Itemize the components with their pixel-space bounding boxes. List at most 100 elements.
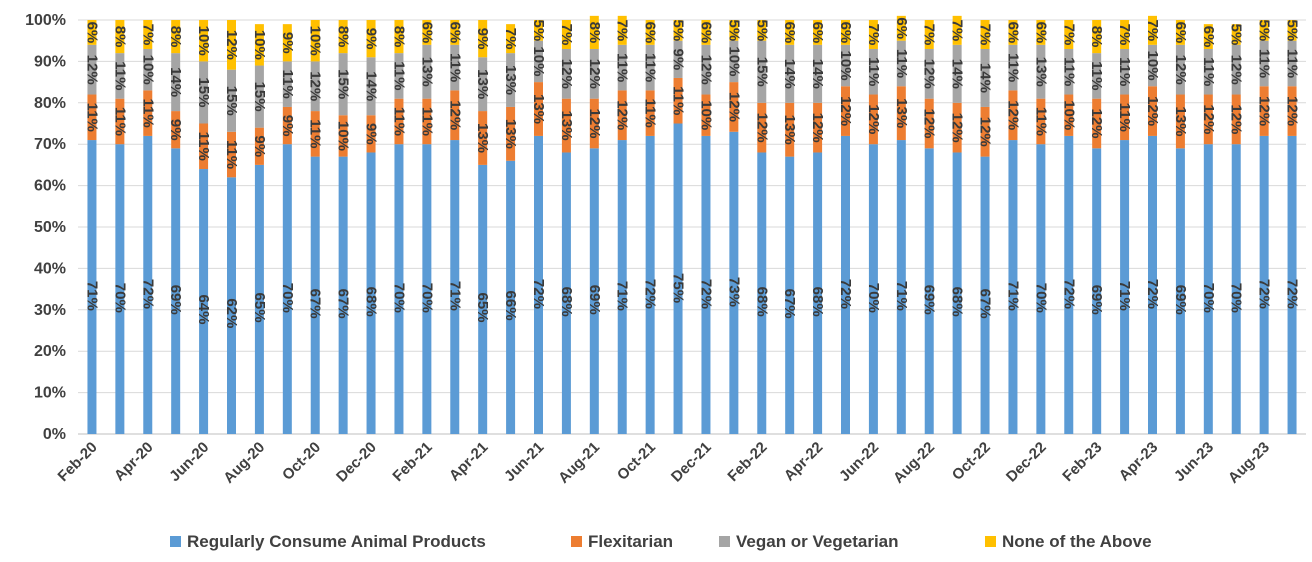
x-tick-label: Jun-23 [1171, 439, 1217, 485]
bar-segment [757, 102, 767, 153]
bar-segment [1259, 40, 1269, 87]
data-label: 12% [223, 30, 240, 60]
data-label: 11% [1116, 57, 1133, 86]
bar-segment [1092, 98, 1102, 149]
legend-label: Flexitarian [588, 532, 673, 551]
bar-segment [422, 98, 432, 145]
bar-segment [673, 40, 683, 78]
data-label: 11% [390, 61, 407, 90]
data-label: 10% [307, 26, 324, 56]
data-label: 11% [893, 49, 910, 78]
bar-segment [757, 152, 767, 435]
bar-segment [1259, 20, 1269, 41]
data-label: 71% [83, 281, 100, 311]
data-label: 14% [809, 59, 826, 89]
data-label: 10% [335, 121, 352, 151]
bar-segment [394, 53, 404, 99]
data-label: 67% [977, 289, 994, 319]
bar-segment [171, 20, 181, 54]
data-label: 10% [530, 46, 547, 76]
bar-segment [1148, 135, 1157, 435]
bar-segment [589, 98, 599, 149]
bar-segment [199, 169, 209, 435]
bar-segment [450, 90, 460, 141]
bar-segment [143, 20, 153, 49]
bar-segment [645, 20, 655, 45]
bar-segment [1175, 20, 1185, 45]
bar-segment [673, 20, 683, 41]
x-tick-label: Aug-21 [555, 439, 603, 487]
data-label: 71% [1004, 281, 1021, 311]
data-label: 5% [1228, 24, 1245, 46]
data-label: 12% [83, 55, 100, 85]
data-label: 70% [418, 283, 435, 313]
bar-segment [1092, 53, 1102, 99]
bar-segment [1287, 86, 1297, 136]
data-label: 11% [111, 61, 128, 90]
data-label: 12% [1228, 104, 1245, 134]
data-label: 11% [446, 53, 463, 82]
bar-segment [450, 20, 460, 45]
bar-segment [924, 148, 934, 434]
data-label: 12% [697, 55, 714, 85]
bar-segment [1064, 135, 1074, 435]
data-label: 9% [363, 28, 380, 50]
bar-segment [1231, 44, 1241, 95]
bar-segment [534, 40, 543, 83]
y-tick-label: 50% [34, 219, 66, 236]
bar-segment [1064, 48, 1074, 95]
data-label: 11% [139, 99, 156, 128]
x-tick-label: Jun-21 [501, 439, 547, 485]
bar-segment [478, 57, 488, 112]
data-label: 6% [418, 22, 435, 44]
bar-segment [645, 135, 655, 435]
y-tick-label: 30% [34, 302, 66, 319]
data-label: 68% [753, 287, 770, 317]
data-label: 12% [558, 59, 575, 89]
data-label: 10% [1144, 51, 1161, 81]
bar-segment [115, 53, 125, 99]
bar-segment [617, 90, 627, 141]
x-tick-label: Dec-21 [668, 439, 715, 486]
bar-segment [394, 144, 404, 434]
data-label: 13% [893, 98, 910, 128]
data-label: 7% [949, 20, 966, 42]
bar-segment [841, 86, 850, 136]
data-label: 11% [111, 107, 128, 136]
data-label: 14% [977, 63, 994, 93]
data-label: 6% [642, 22, 659, 44]
x-tick-label: Feb-21 [389, 439, 435, 485]
bar-segment [506, 160, 516, 434]
bar-segment [785, 102, 795, 157]
bar-segment [980, 156, 990, 434]
data-label: 69% [921, 285, 938, 315]
data-label: 14% [949, 59, 966, 89]
data-label: 10% [725, 46, 742, 76]
y-tick-label: 100% [25, 12, 66, 29]
data-label: 69% [167, 285, 184, 315]
data-label: 70% [865, 283, 882, 313]
data-label: 67% [781, 289, 798, 319]
bar-segment [1008, 90, 1018, 141]
data-label: 7% [1116, 24, 1133, 46]
data-label: 7% [1060, 24, 1077, 46]
data-label: 67% [307, 289, 324, 319]
bar-segment [1203, 24, 1213, 49]
bar-segment [813, 44, 823, 103]
bar-segment [366, 57, 376, 116]
bar-segment [171, 53, 181, 112]
data-label: 11% [865, 57, 882, 86]
bar-segment [561, 20, 571, 49]
data-label: 69% [1172, 285, 1189, 315]
bar-segment [868, 94, 878, 145]
bar-segment [171, 111, 181, 149]
bar-segment [282, 106, 292, 145]
data-label: 11% [1284, 49, 1301, 78]
data-label: 11% [1088, 61, 1105, 90]
data-label: 9% [167, 119, 184, 141]
bar-segment [366, 115, 376, 153]
bar-segment [1203, 144, 1213, 434]
bar-segment [310, 111, 320, 157]
x-tick-label: Apr-20 [111, 439, 157, 485]
